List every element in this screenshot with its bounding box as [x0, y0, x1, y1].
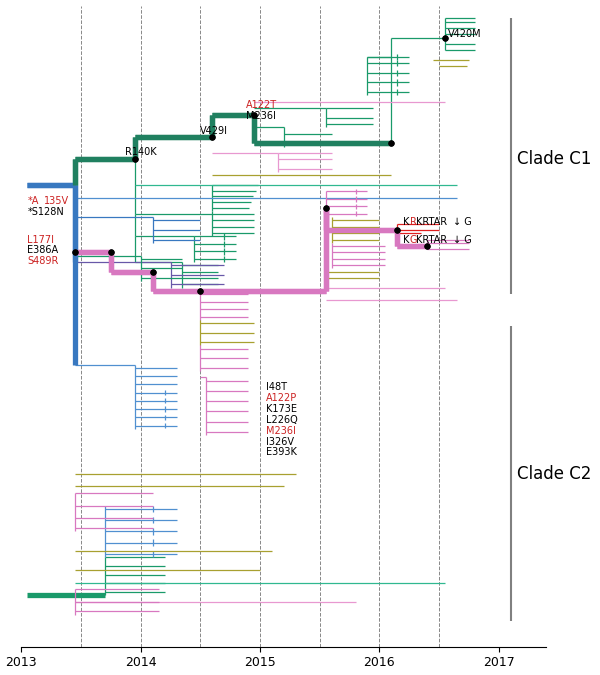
Text: M236I: M236I: [266, 426, 296, 435]
Text: R: R: [410, 217, 417, 227]
Text: S489R: S489R: [28, 256, 59, 267]
Text: ↓ G: ↓ G: [454, 217, 472, 227]
Text: L177I: L177I: [28, 235, 55, 244]
Text: E386A: E386A: [28, 246, 58, 255]
Text: G: G: [410, 235, 418, 244]
Text: E393K: E393K: [266, 448, 297, 458]
Text: Clade C2: Clade C2: [517, 464, 591, 483]
Text: M236I: M236I: [246, 111, 275, 121]
Text: K173E: K173E: [266, 404, 297, 414]
Text: R140K: R140K: [125, 146, 157, 157]
Text: L226Q: L226Q: [266, 414, 298, 425]
Text: 135V: 135V: [44, 196, 69, 206]
Text: Clade C1: Clade C1: [517, 151, 591, 169]
Text: KRTAR: KRTAR: [416, 235, 448, 244]
Text: A122P: A122P: [266, 393, 297, 403]
Text: KRTAR: KRTAR: [416, 217, 448, 227]
Text: ↓ G: ↓ G: [454, 235, 472, 244]
Text: V420M: V420M: [448, 30, 481, 39]
Text: *S128N: *S128N: [28, 207, 64, 217]
Text: K: K: [403, 217, 410, 227]
Text: *A: *A: [28, 196, 39, 206]
Text: K: K: [403, 235, 410, 244]
Text: V429I: V429I: [200, 126, 229, 136]
Text: A122T: A122T: [246, 100, 277, 110]
Text: I48T: I48T: [266, 382, 287, 392]
Text: I326V: I326V: [266, 437, 294, 447]
